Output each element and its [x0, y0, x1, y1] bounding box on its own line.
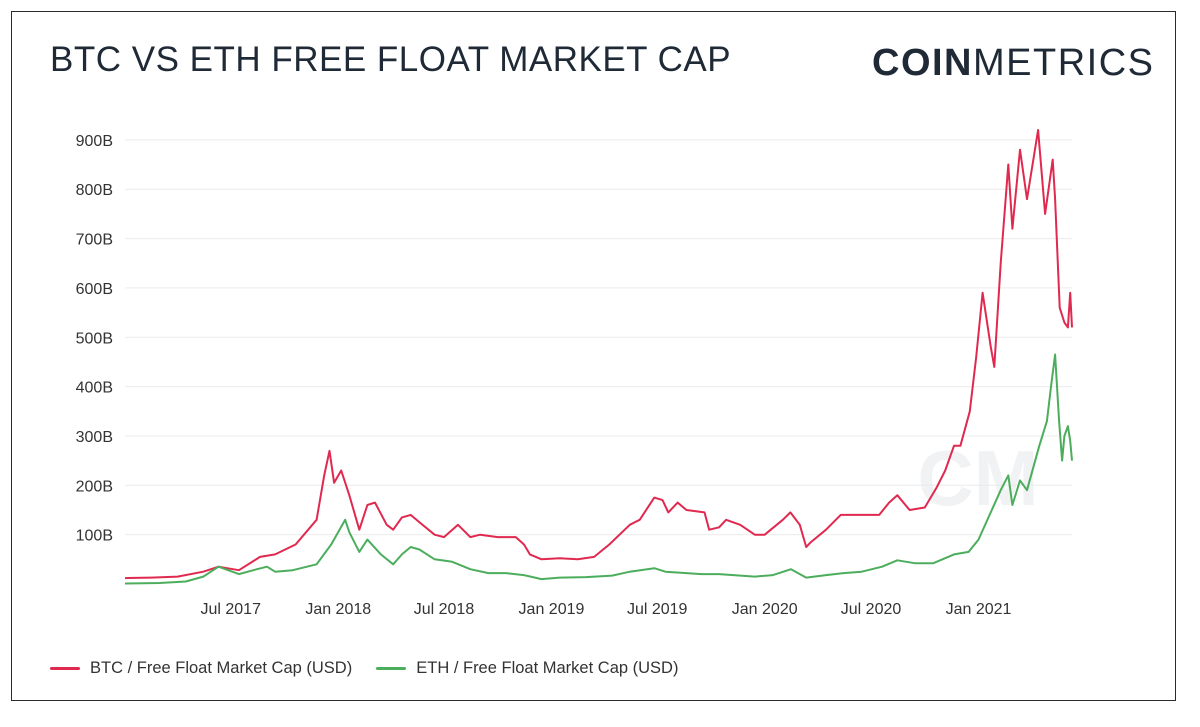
x-tick-label: Jan 2021	[946, 601, 1012, 618]
x-tick-label: Jul 2017	[200, 601, 261, 618]
x-tick-label: Jul 2020	[841, 601, 902, 618]
y-tick-label: 900B	[76, 133, 113, 150]
y-tick-label: 100B	[76, 528, 113, 545]
y-tick-label: 700B	[76, 232, 113, 249]
brand-logo-part2: METRICS	[973, 42, 1155, 84]
x-tick-label: Jan 2018	[305, 601, 371, 618]
x-tick-label: Jul 2018	[414, 601, 475, 618]
legend-swatch-btc	[50, 666, 80, 670]
series-lines	[124, 129, 1073, 585]
brand-logo-part1: COIN	[872, 42, 973, 84]
legend-item-eth[interactable]: ETH / Free Float Market Cap (USD)	[376, 659, 678, 678]
y-tick-label: 400B	[76, 380, 113, 397]
y-tick-label: 600B	[76, 281, 113, 298]
legend-swatch-eth	[376, 666, 407, 670]
series-line-eth	[124, 353, 1073, 585]
series-line-btc	[124, 129, 1073, 580]
x-tick-label: Jan 2020	[732, 601, 798, 618]
y-tick-label: 800B	[76, 182, 113, 199]
chart-frame	[11, 11, 1176, 701]
legend-label-btc: BTC / Free Float Market Cap (USD)	[90, 658, 353, 677]
watermark-logo: CM	[917, 434, 1038, 522]
x-tick-label: Jan 2019	[519, 601, 585, 618]
brand-logo: COINMETRICS	[872, 42, 1155, 85]
y-tick-label: 500B	[76, 330, 113, 347]
legend-item-btc[interactable]: BTC / Free Float Market Cap (USD)	[50, 659, 352, 678]
y-tick-label: 200B	[76, 478, 113, 495]
y-axis-labels: 100B 200B 300B 400B 500B 600B 700B 800B 900B	[76, 133, 113, 545]
legend: BTC / Free Float Market Cap (USD) ETH / …	[50, 656, 702, 680]
x-axis-labels: Jul 2017 Jan 2018 Jul 2018 Jan 2019 Jul 2019…	[200, 601, 1011, 618]
legend-label-eth: ETH / Free Float Market Cap (USD)	[416, 658, 679, 677]
x-tick-label: Jul 2019	[627, 601, 688, 618]
y-tick-label: 300B	[76, 429, 113, 446]
chart-title: BTC VS ETH FREE FLOAT MARKET CAP	[50, 40, 732, 79]
gridlines	[125, 139, 1072, 536]
